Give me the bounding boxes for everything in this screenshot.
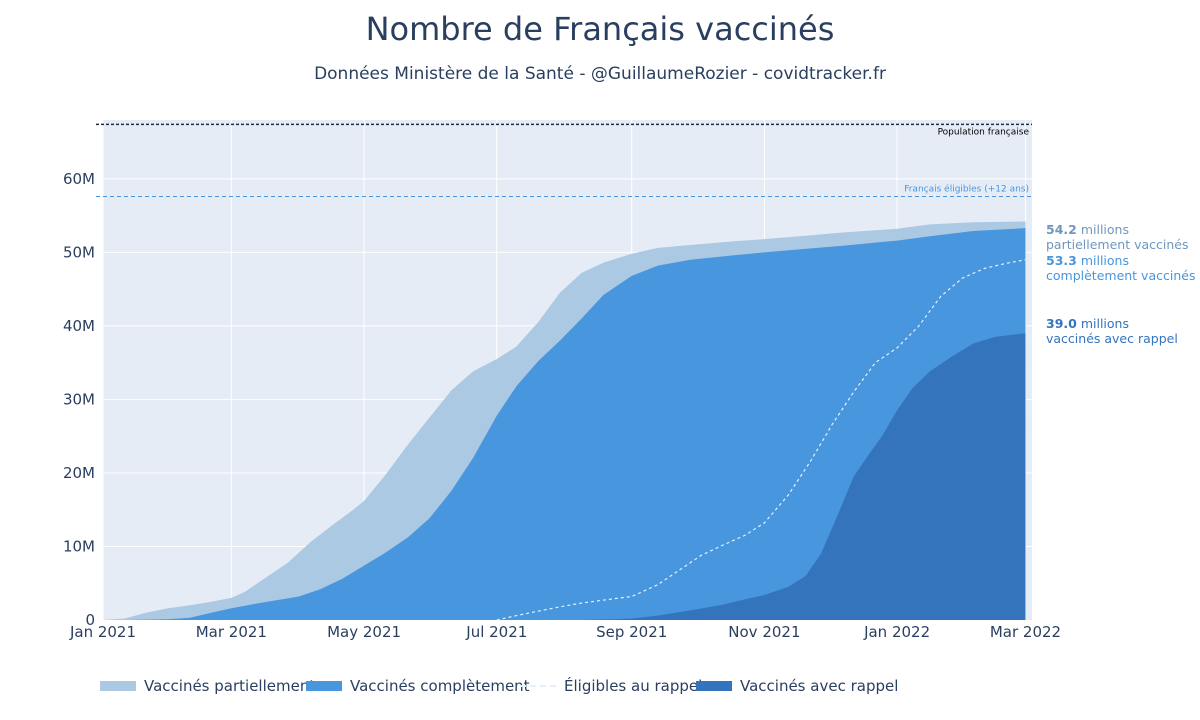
y-tick-label-4: 40M (63, 317, 95, 335)
y-tick-label-0: 0 (85, 611, 95, 629)
chart-subtitle: Données Ministère de la Santé - @Guillau… (314, 64, 886, 84)
x-tick-label-4: Sep 2021 (596, 623, 667, 641)
legend-label-complet: Vaccinés complètement (350, 677, 530, 695)
x-tick-label-2: May 2021 (327, 623, 401, 641)
x-tick-label-6: Jan 2022 (863, 623, 930, 641)
y-tick-label-6: 60M (63, 170, 95, 188)
legend-label-partiel: Vaccinés partiellement (144, 677, 316, 695)
legend-swatch-partiel (100, 681, 136, 691)
end-label-complet-unit: millions (1076, 253, 1129, 268)
legend-label-rappel: Vaccinés avec rappel (740, 677, 899, 695)
legend-item-complet[interactable]: Vaccinés complètement (306, 677, 530, 695)
end-label-rappel: 39.0 millions vaccinés avec rappel (1046, 316, 1178, 346)
x-tick-label-3: Jul 2021 (465, 623, 527, 641)
y-tick-label-1: 10M (63, 537, 95, 555)
end-label-complet-text: complètement vaccinés (1046, 268, 1196, 283)
x-tick-label-1: Mar 2021 (196, 623, 267, 641)
y-tick-label-5: 50M (63, 243, 95, 261)
end-label-partiel-value: 54.2 (1046, 222, 1077, 237)
legend-label-eligible: Éligibles au rappel (564, 677, 703, 695)
end-label-partiel: 54.2 millions partiellement vaccinés (1046, 222, 1189, 252)
y-tick-label-3: 30M (63, 390, 95, 408)
end-label-rappel-unit: millions (1076, 316, 1129, 331)
end-label-partiel-text: partiellement vaccinés (1046, 237, 1189, 252)
legend-item-partiel[interactable]: Vaccinés partiellement (100, 677, 315, 695)
x-axis-ticks: Jan 2021 Mar 2021 May 2021 Jul 2021 Sep 2021… (69, 623, 1061, 641)
reference-label-population: Population française (938, 127, 1030, 137)
legend-swatch-complet (306, 681, 342, 691)
legend-swatch-eligible (520, 685, 556, 687)
end-label-rappel-value: 39.0 (1046, 316, 1077, 331)
area-vaccines-completement[interactable] (103, 228, 1026, 620)
reference-label-eligibles: Français éligibles (+12 ans) (904, 183, 1029, 194)
end-label-rappel-text: vaccinés avec rappel (1046, 331, 1178, 346)
x-tick-label-5: Nov 2021 (728, 623, 800, 641)
chart-title: Nombre de Français vaccinés (365, 10, 835, 48)
x-tick-label-7: Mar 2022 (990, 623, 1061, 641)
end-label-complet: 53.3 millions complètement vaccinés (1046, 253, 1195, 283)
area-vaccines-avec-rappel[interactable] (103, 333, 1026, 620)
y-axis-ticks: 0 10M 20M 30M 40M 50M 60M (63, 170, 95, 629)
end-label-partiel-unit: millions (1076, 222, 1129, 237)
legend-swatch-rappel (696, 681, 732, 691)
line-eligibles-au-rappel[interactable] (496, 259, 1026, 621)
y-tick-label-2: 20M (63, 464, 95, 482)
legend-item-rappel[interactable]: Vaccinés avec rappel (696, 677, 898, 695)
end-label-complet-value: 53.3 (1046, 253, 1077, 268)
legend-item-eligible[interactable]: Éligibles au rappel (520, 677, 702, 695)
x-tick-label-0: Jan 2021 (69, 623, 136, 641)
